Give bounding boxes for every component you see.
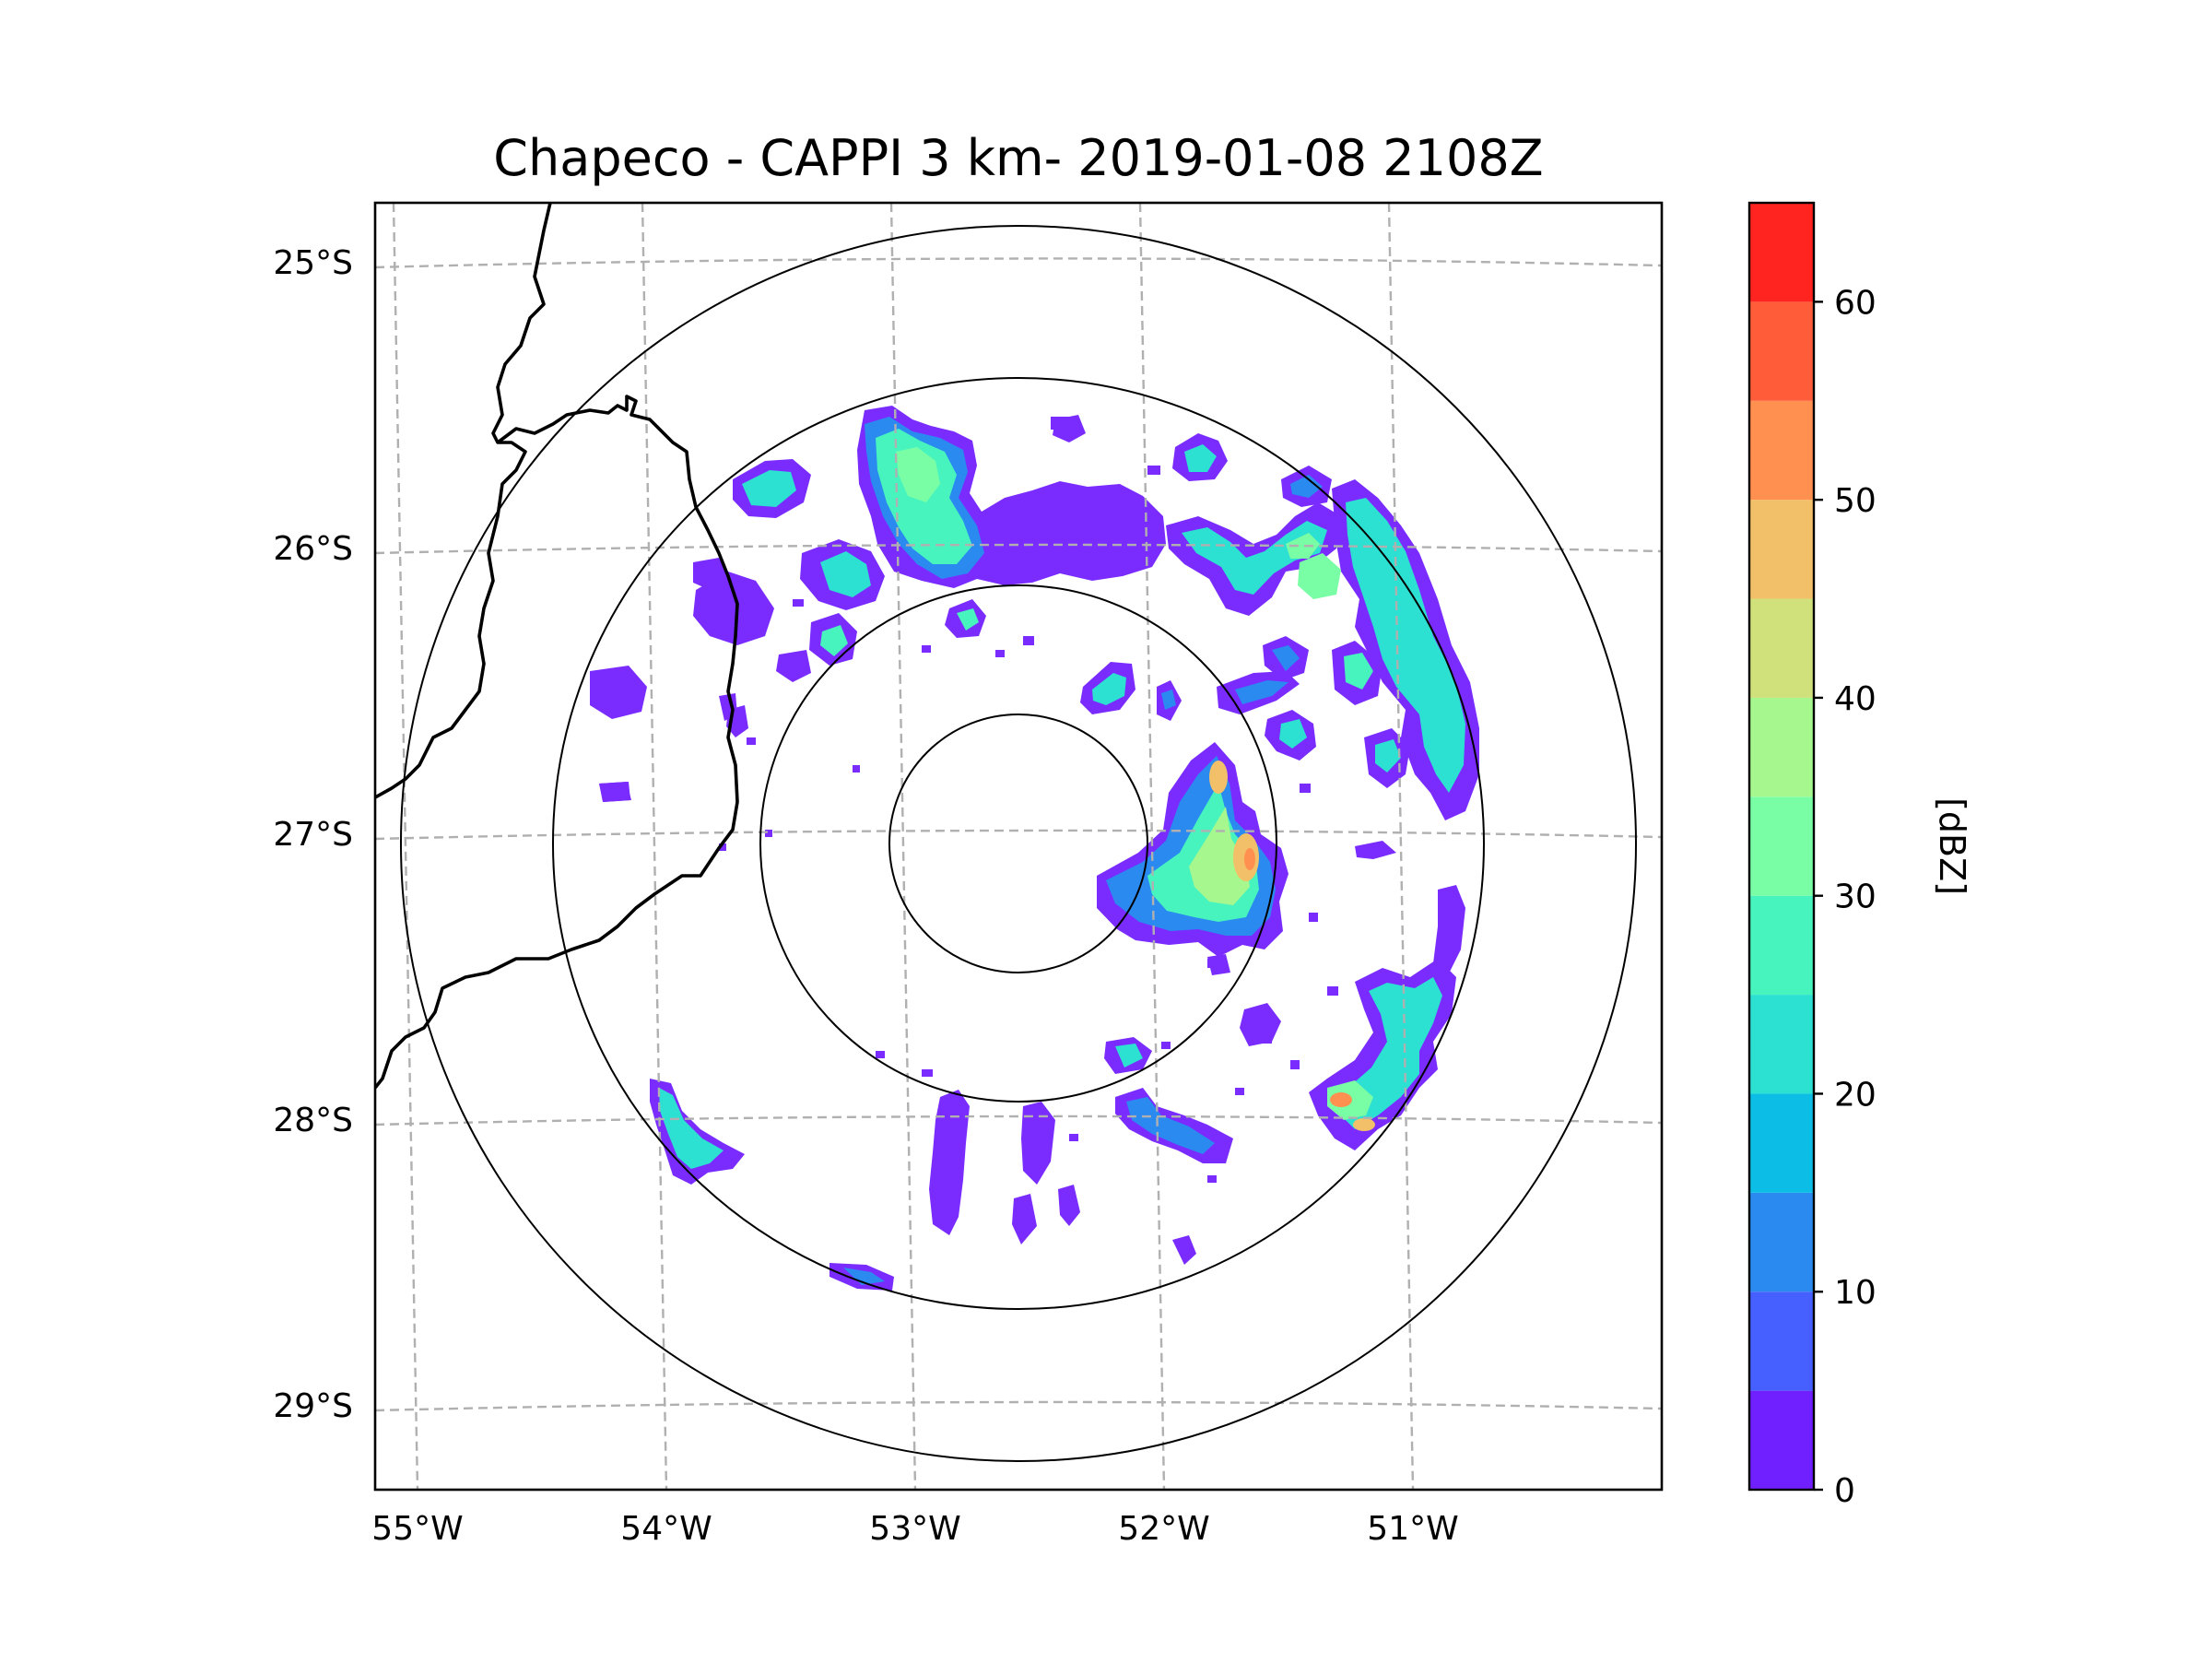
colorbar-tick-label-60: 60 (1834, 284, 1877, 322)
colorbar-tick-label-50: 50 (1834, 482, 1877, 520)
lat-label-25: 25°S (273, 244, 353, 282)
echo-cell-north (733, 406, 1228, 588)
chart-title: Chapeco - CAPPI 3 km- 2019-01-08 2108Z (493, 129, 1543, 187)
colorbar-band-30 (1749, 796, 1814, 896)
colorbar-tick-label-30: 30 (1834, 879, 1877, 916)
gridline-lat-25 (375, 257, 1662, 269)
echo-cell-center (1080, 662, 1316, 761)
lon-label-51: 51°W (1367, 1510, 1458, 1548)
gridline-lon-53 (889, 203, 917, 1490)
lat-label-27: 27°S (273, 816, 353, 854)
colorbar-band-60 (1749, 203, 1814, 302)
map-panel (375, 203, 1662, 1490)
range-ring-4 (400, 225, 1637, 1462)
colorbar-band-10 (1749, 1192, 1814, 1292)
echo-cell-northeast (1166, 466, 1341, 616)
lon-label-55: 55°W (371, 1510, 463, 1548)
colorbar-frame (1747, 201, 1816, 1492)
colorbar-band-15 (1749, 1093, 1814, 1193)
echo-cell-east-edge (1263, 479, 1479, 977)
echo-cell-west (590, 558, 754, 1185)
colorbar-band-5 (1749, 1291, 1814, 1391)
colorbar-tick-label-0: 0 (1834, 1472, 1855, 1510)
lon-label-53: 53°W (869, 1510, 960, 1548)
lat-axis: 25°S 26°S 27°S 28°S 29°S (273, 244, 353, 1425)
colorbar-band-35 (1749, 697, 1814, 797)
lon-label-54: 54°W (620, 1510, 712, 1548)
gridline-lat-28 (375, 1115, 1662, 1126)
colorbar-tick-label-40: 40 (1834, 680, 1877, 718)
colorbar-band-40 (1749, 598, 1814, 698)
colorbar-band-55 (1749, 301, 1814, 401)
state-borders (375, 203, 739, 1090)
colorbar-label: [dBZ] (1932, 797, 1972, 895)
gridline-lon-51 (1387, 203, 1415, 1490)
echo-cell-south (830, 1090, 1080, 1291)
colorbar-band-25 (1749, 895, 1814, 996)
colorbar-ticks: 0 10 20 30 40 50 60 (1814, 284, 1877, 1510)
colorbar-tick-label-10: 10 (1834, 1274, 1877, 1312)
gridline-lon-55 (392, 203, 419, 1490)
gridline-lat-27 (375, 829, 1662, 841)
lat-label-26: 26°S (273, 530, 353, 568)
lat-label-29: 29°S (273, 1387, 353, 1425)
border-misiones (375, 395, 739, 1090)
range-rings (400, 225, 1637, 1462)
border-paraguay-parana (375, 203, 552, 799)
range-ring-2 (759, 584, 1277, 1103)
colorbar: 0 10 20 30 40 50 60 [dBZ] (1747, 201, 1972, 1510)
map-frame (373, 201, 1664, 1492)
gridline-lat-26 (375, 543, 1662, 555)
echo-cell-east (1097, 742, 1288, 957)
lon-axis: 55°W 54°W 53°W 52°W 51°W (371, 1510, 1458, 1548)
lon-label-52: 52°W (1118, 1510, 1209, 1548)
reflectivity-echoes (590, 406, 1479, 1291)
colorbar-bands (1749, 203, 1814, 1490)
colorbar-band-20 (1749, 995, 1814, 1094)
colorbar-tick-label-20: 20 (1834, 1076, 1877, 1114)
range-ring-1 (888, 714, 1148, 973)
gridline-lat-29 (375, 1400, 1662, 1412)
lat-label-28: 28°S (273, 1102, 353, 1139)
colorbar-band-50 (1749, 400, 1814, 501)
colorbar-band-0 (1749, 1390, 1814, 1490)
echo-speckle (719, 417, 1338, 1183)
gridline-lon-52 (1138, 203, 1166, 1490)
colorbar-band-45 (1749, 500, 1814, 599)
range-ring-3 (552, 377, 1485, 1310)
